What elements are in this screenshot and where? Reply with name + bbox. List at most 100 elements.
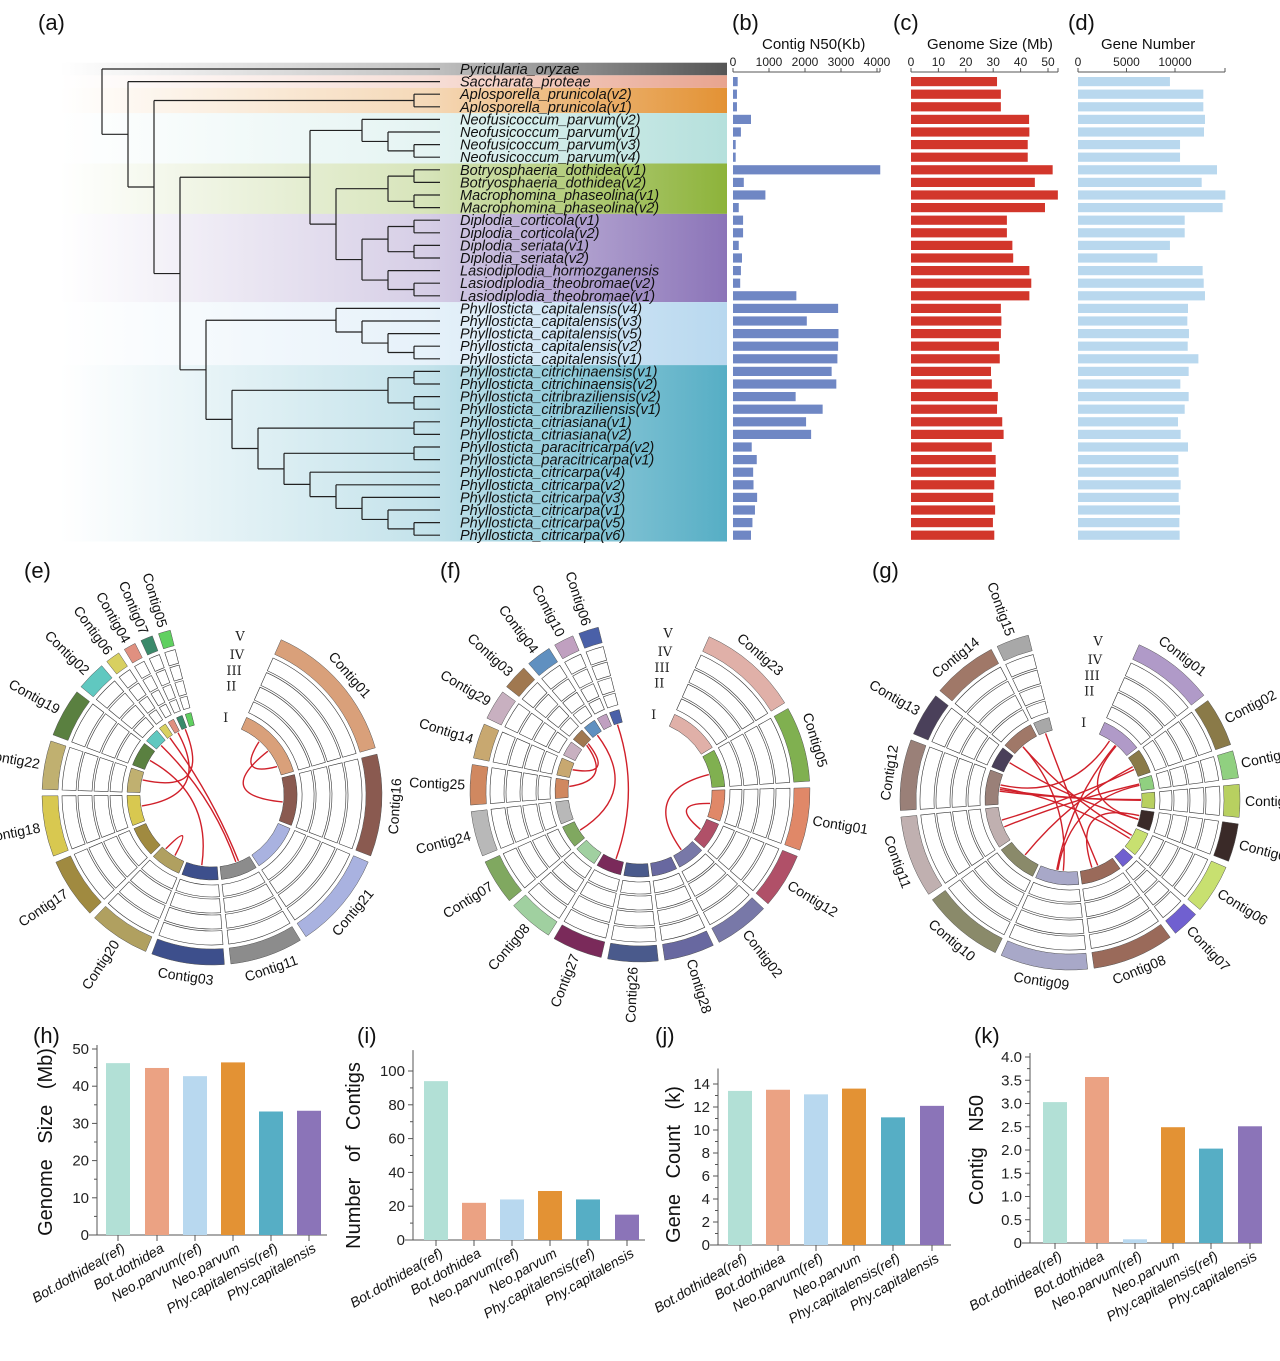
bar: [1078, 89, 1204, 99]
contig-label: Contig06: [1215, 885, 1271, 928]
tick-label: 0: [730, 55, 737, 69]
track-ring: [1155, 770, 1172, 789]
species-label: Phyllosticta_citrichinaensis(v2): [460, 377, 657, 393]
contig-outer-band: [773, 708, 810, 783]
track-ring: [93, 795, 116, 838]
track-ring: [960, 727, 989, 760]
bar: [733, 240, 739, 250]
bar: [733, 442, 752, 452]
bar: [106, 1063, 130, 1235]
bar: [911, 530, 995, 540]
track-ring: [101, 722, 130, 759]
track-ring: [120, 704, 145, 730]
synteny-link: [149, 759, 204, 866]
contig-label: Contig02: [1222, 686, 1279, 726]
track-ring: [979, 695, 1023, 734]
species-label: Aplosporella_prunicola(v2): [459, 87, 632, 103]
bar: [1078, 266, 1203, 276]
synteny-link: [1056, 744, 1116, 870]
tick-label: 3000: [828, 55, 855, 69]
contig-outer-band: [94, 905, 153, 952]
y-tick-label: 1.0: [1001, 1189, 1022, 1206]
bar: [1078, 341, 1188, 351]
contig-inner-band: [576, 839, 602, 864]
bar: [1123, 1239, 1147, 1243]
ring-label: II: [654, 677, 664, 692]
track-ring: [967, 763, 987, 807]
track-ring: [95, 680, 125, 709]
contig-inner-band: [984, 769, 1003, 806]
track-ring: [559, 717, 579, 737]
track-ring: [1111, 691, 1164, 737]
track-ring: [620, 879, 652, 895]
track-ring: [551, 678, 577, 702]
y-tick-label: 0: [81, 1227, 89, 1244]
species-label: Botryosphaeria_dothidea(v2): [460, 175, 646, 191]
ring-label: III: [654, 661, 669, 676]
bar: [911, 291, 1030, 301]
contig-inner-band: [583, 719, 602, 738]
bar: [1078, 253, 1158, 263]
tick-label: 10: [932, 55, 946, 69]
species-label: Diplodia_seriata(v1): [460, 238, 589, 254]
bar-chart-c: Genome Size (Mb) 0 10 20 30 40 50: [908, 36, 1059, 540]
bar: [1078, 316, 1188, 326]
bar: [1078, 177, 1202, 187]
contig-label: Contig10: [529, 582, 569, 639]
species-label: Phyllosticta_capitalensis(v5): [460, 327, 642, 343]
synteny-link: [165, 835, 184, 856]
bar: [1078, 240, 1170, 250]
track-ring: [1181, 816, 1204, 849]
y-tick-label: 6: [702, 1168, 710, 1185]
bar: [1078, 102, 1204, 112]
y-tick-label: 2: [702, 1214, 710, 1231]
contig-inner-band: [1138, 775, 1155, 791]
track-ring: [1008, 923, 1086, 951]
panel-label-i: (i): [357, 1023, 377, 1048]
y-axis-label: Gene Count (k): [663, 1086, 685, 1243]
track-ring: [602, 692, 619, 709]
bar: [1078, 303, 1188, 313]
track-ring: [936, 811, 971, 875]
bar: [1078, 467, 1179, 477]
track-ring: [175, 878, 220, 898]
track-ring: [179, 695, 191, 710]
track-ring: [73, 848, 115, 900]
track-ring: [226, 910, 291, 945]
track-ring: [1134, 869, 1158, 893]
track-ring: [742, 843, 780, 892]
ring-label: I: [1081, 716, 1086, 731]
contig-segment: Contig12: [877, 739, 1003, 811]
track-ring: [1149, 840, 1179, 877]
contig-label: Contig03: [464, 630, 516, 680]
bar: [1078, 278, 1204, 288]
track-ring: [1082, 872, 1131, 902]
track-ring: [1161, 847, 1194, 887]
track-ring: [308, 766, 331, 838]
synteny-link: [141, 732, 190, 807]
track-ring: [991, 709, 1029, 743]
track-ring: [954, 666, 1008, 713]
bar: [911, 77, 998, 87]
track-ring: [164, 649, 180, 667]
y-tick-label: 14: [693, 1076, 710, 1093]
track-ring: [508, 738, 531, 769]
bar: [911, 266, 1030, 276]
track-ring: [1125, 860, 1146, 881]
contig-outer-band: [486, 691, 516, 726]
track-ring: [539, 871, 576, 906]
bar: [911, 379, 992, 389]
track-ring: [961, 869, 1018, 921]
species-label: Neofusicoccum_parvum(v2): [460, 112, 641, 128]
track-ring: [1153, 730, 1182, 767]
bar: [145, 1067, 169, 1235]
bar: [911, 89, 1001, 99]
track-ring: [142, 675, 159, 693]
contig-segment: Contig26: [607, 862, 659, 1023]
synteny-link: [999, 786, 1131, 839]
contig-segment: Contig18: [0, 795, 146, 857]
bar: [911, 341, 999, 351]
track-ring: [118, 881, 166, 919]
contig-inner-band: [133, 823, 161, 855]
